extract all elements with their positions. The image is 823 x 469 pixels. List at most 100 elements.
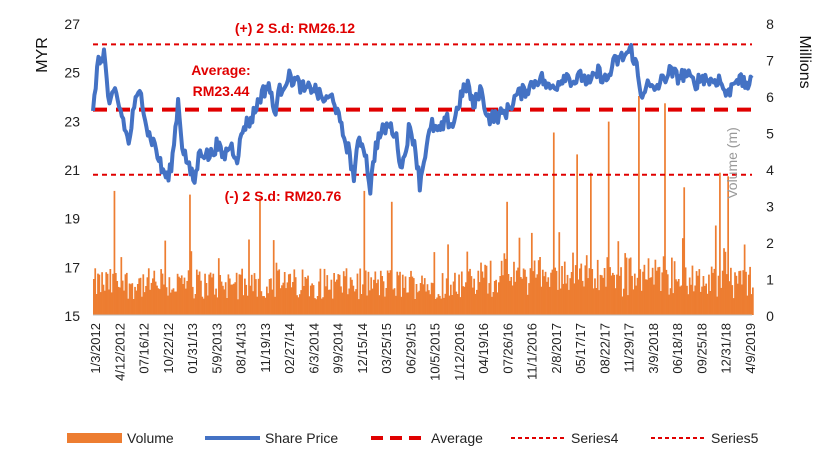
volume-bar [585,255,588,315]
volume-bar [289,273,292,315]
volume-bar [430,282,433,315]
volume-bar [403,287,405,315]
volume-bar [211,277,213,315]
x-axis-tick-label: 10/22/12 [161,323,176,374]
x-axis-ticks: 1/3/2012 4/12/2012 07/16/12 10/22/12 01/31/1… [88,323,758,381]
volume-bar [732,298,735,315]
volume-bar [346,294,349,315]
volume-bar [197,274,200,315]
volume-bar [340,286,342,315]
volume-bar [482,277,485,315]
volume-bar [319,268,322,315]
volume-bar [234,282,237,315]
volume-bar [224,282,227,315]
volume-bar [508,280,511,315]
volume-bar [577,279,580,315]
x-axis-tick-label: 5/9/2013 [209,323,224,374]
volume-bar [223,289,226,315]
left-axis-tick-label: 25 [64,65,80,81]
volume-bar [132,299,135,315]
volume-bar [422,284,425,315]
volume-bar [716,296,719,315]
volume-bar [267,293,270,315]
volume-bar [190,251,193,315]
volume-bar [536,274,539,315]
volume-bar [246,295,249,315]
volume-bar [747,274,750,315]
volume-bar [550,272,552,315]
x-axis-tick-label: 08/22/17 [597,323,612,374]
left-axis-tick-label: 17 [64,259,80,275]
volume-bar [209,272,212,315]
volume-bar [303,286,305,315]
volume-bar [529,268,532,315]
left-axis-tick-label: 27 [64,16,80,32]
volume-bar [160,269,162,315]
volume-bar [635,285,638,315]
volume-bar [348,288,351,315]
volume-bar [286,282,289,315]
volume-bar [618,275,621,315]
legend-label-share-price: Share Price [265,430,338,446]
left-axis-tick-label: 23 [64,113,80,129]
volume-bar [434,299,437,315]
volume-bar [499,276,502,315]
volume-bar [646,279,649,315]
volume-bar [408,277,411,315]
volume-bar [484,264,486,315]
volume-bar [717,275,720,315]
volume-bar [644,279,647,315]
volume-bar [342,271,345,315]
volume-bar [708,274,710,315]
x-axis-tick-label: 11/1/2016 [525,323,540,380]
volume-bar [325,286,327,315]
volume-bar [555,270,558,315]
volume-bar [547,277,550,315]
volume-bar [569,278,572,315]
volume-bar [297,297,300,315]
legend-label-series5: Series5 [711,430,759,446]
volume-bar [171,289,173,315]
x-axis-tick-label: 11/19/13 [258,323,273,373]
volume-bar [519,277,522,315]
volume-bar [743,244,746,315]
volume-bar [375,283,378,315]
volume-bar [219,275,222,315]
volume-bar [356,273,359,315]
volume-bar [200,280,202,315]
volume-bar [158,289,161,315]
volume-bar [662,256,665,315]
volume-bar [386,270,389,315]
volume-bar [444,293,447,315]
volume-bar [154,281,157,315]
lower-sd-annotation: (-) 2 S.d: RM20.76 [225,188,342,204]
volume-bar [168,277,171,315]
x-axis-tick-label: 1/3/2012 [88,323,103,374]
volume-bar [591,269,594,315]
volume-bar [189,194,191,315]
volume-bar [698,269,701,315]
volume-bar [681,238,684,315]
volume-bar [119,287,121,315]
x-axis-tick-label: 04/19/16 [476,323,491,374]
volume-bar [205,283,208,315]
volume-bar [559,288,562,315]
volume-bar [161,273,164,315]
volume-bar [530,232,533,315]
volume-bar [382,281,385,315]
right-axis-tick-label: 3 [766,199,774,215]
volume-bar [364,270,367,315]
x-axis-tick-label: 01/31/13 [185,323,200,374]
volume-bar [186,281,189,315]
volume-bar [228,278,231,315]
volume-bar [524,269,526,315]
right-axis-tick-label: 0 [766,308,774,324]
volume-bar [397,275,400,315]
volume-bar [521,278,524,315]
volume-bar [141,296,143,315]
volume-bar [710,266,713,315]
volume-bar [374,271,377,315]
volume-bar [511,285,514,315]
volume-bar [522,268,525,315]
volume-bar [300,290,303,315]
